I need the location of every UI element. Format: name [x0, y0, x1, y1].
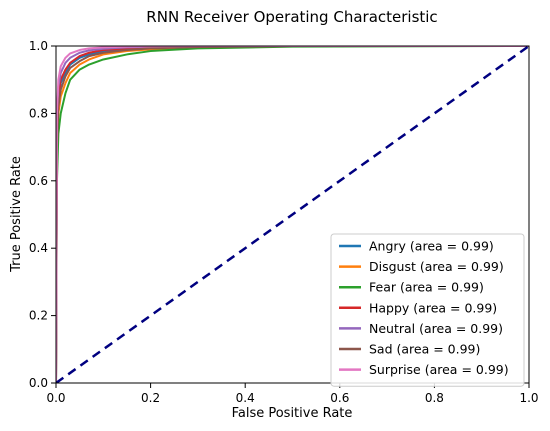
plot-area: 0.0 0.2 0.4 0.6 0.8 1.0 0.0 0.2 0.4 0.6 0.8 1.0 Angr…	[29, 39, 539, 405]
y-tick-label: 0.4	[29, 241, 48, 255]
x-tick-label: 0.6	[330, 391, 349, 405]
legend-label: Angry (area = 0.99)	[369, 239, 494, 254]
chart-title: RNN Receiver Operating Characteristic	[146, 8, 437, 26]
legend-label: Surprise (area = 0.99)	[369, 362, 509, 377]
y-tick-label: 0.6	[29, 174, 48, 188]
x-tick-label: 0.2	[141, 391, 160, 405]
x-tick-label: 0.8	[425, 391, 444, 405]
legend: Angry (area = 0.99) Disgust (area = 0.99)…	[330, 233, 525, 387]
legend-label: Sad (area = 0.99)	[369, 342, 480, 357]
plot-frame	[55, 45, 530, 384]
legend-label: Happy (area = 0.99)	[369, 300, 497, 315]
legend-label: Fear (area = 0.99)	[369, 280, 484, 295]
y-tick-label: 1.0	[29, 39, 48, 53]
series-line-sad	[56, 46, 529, 383]
x-tick-label: 1.0	[519, 391, 538, 405]
legend-label: Neutral (area = 0.99)	[369, 321, 503, 336]
x-tick-label: 0.0	[46, 391, 65, 405]
legend-box	[330, 233, 525, 387]
x-axis-label: False Positive Rate	[232, 406, 353, 421]
reference-diagonal-line	[56, 46, 529, 383]
y-tick-label: 0.0	[29, 376, 48, 390]
y-tick-label: 0.8	[29, 106, 48, 120]
series-line-fear	[56, 46, 529, 383]
y-axis-label: True Positive Rate	[9, 156, 24, 273]
legend-label: Disgust (area = 0.99)	[369, 259, 504, 274]
y-tick-label: 0.2	[29, 309, 48, 323]
x-tick-label: 0.4	[236, 391, 255, 405]
